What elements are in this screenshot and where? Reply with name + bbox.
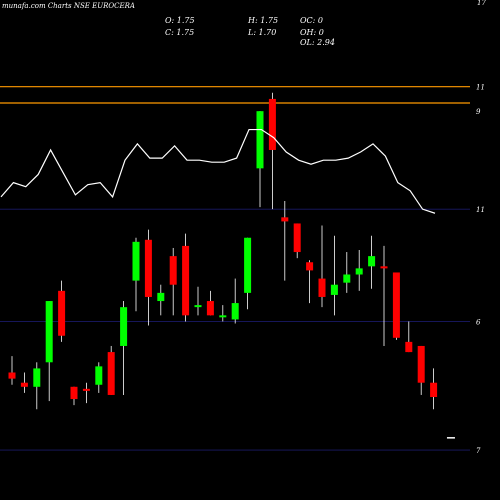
candle-body-2 <box>33 368 41 387</box>
y-axis-label-4: 7 <box>476 447 481 455</box>
candle-body-5 <box>70 386 78 400</box>
candle-body-31 <box>392 272 400 338</box>
candle-body-9 <box>120 307 128 346</box>
candle-body-32 <box>405 341 413 353</box>
ohlc-oh: OH: 0 <box>300 28 324 37</box>
ohlc-low: L: 1.70 <box>247 28 276 37</box>
candle-body-34 <box>430 382 438 397</box>
candle-body-17 <box>219 315 227 318</box>
y-axis-label-3: 6 <box>476 318 481 326</box>
ohlc-open: O: 1.75 <box>165 16 195 25</box>
candle-body-20 <box>256 111 264 169</box>
y-axis-labels: 11 9 11 6 7 <box>476 84 485 455</box>
candle-body-8 <box>107 352 115 395</box>
candle-body-13 <box>169 256 177 285</box>
y-axis-label-1: 9 <box>476 108 481 116</box>
ohlc-oc: OC: 0 <box>300 16 323 25</box>
candle-body-29 <box>368 256 376 267</box>
candle-body-10 <box>132 241 140 281</box>
ohlc-ol: OL: 2.94 <box>300 38 335 47</box>
candle-body-30 <box>380 266 388 269</box>
candles <box>8 92 455 439</box>
ohlc-close: C: 1.75 <box>165 28 194 37</box>
chart-title: munafa.com Charts NSE EUROCERA <box>2 2 135 10</box>
candle-body-4 <box>58 290 66 336</box>
candle-body-3 <box>45 301 53 363</box>
candle-body-19 <box>244 237 252 293</box>
ohlc-high: H: 1.75 <box>247 16 278 25</box>
candle-body-28 <box>355 268 363 275</box>
y-axis-label-2: 11 <box>476 206 485 214</box>
candle-body-18 <box>231 303 239 320</box>
candle-body-12 <box>157 292 165 302</box>
candle-body-22 <box>281 217 289 222</box>
candle-body-26 <box>330 284 338 295</box>
candle-body-25 <box>318 278 326 297</box>
candle-body-14 <box>182 245 190 316</box>
candle-body-16 <box>206 301 214 316</box>
top-right-label: 17 <box>477 0 486 7</box>
candle-body-11 <box>144 239 152 297</box>
candle-body-24 <box>306 262 314 271</box>
candle-body-21 <box>268 98 276 150</box>
candle-body-7 <box>95 366 103 385</box>
candle-body-33 <box>417 345 425 383</box>
candle-body-6 <box>82 388 90 391</box>
candle-body-0 <box>8 372 16 379</box>
candle-body-1 <box>20 382 28 387</box>
price-overlay-line <box>0 128 436 214</box>
candle-body-27 <box>343 274 351 283</box>
candle-body-15 <box>194 305 202 308</box>
candle-body-23 <box>293 223 301 253</box>
y-axis-label-0: 11 <box>476 84 485 92</box>
